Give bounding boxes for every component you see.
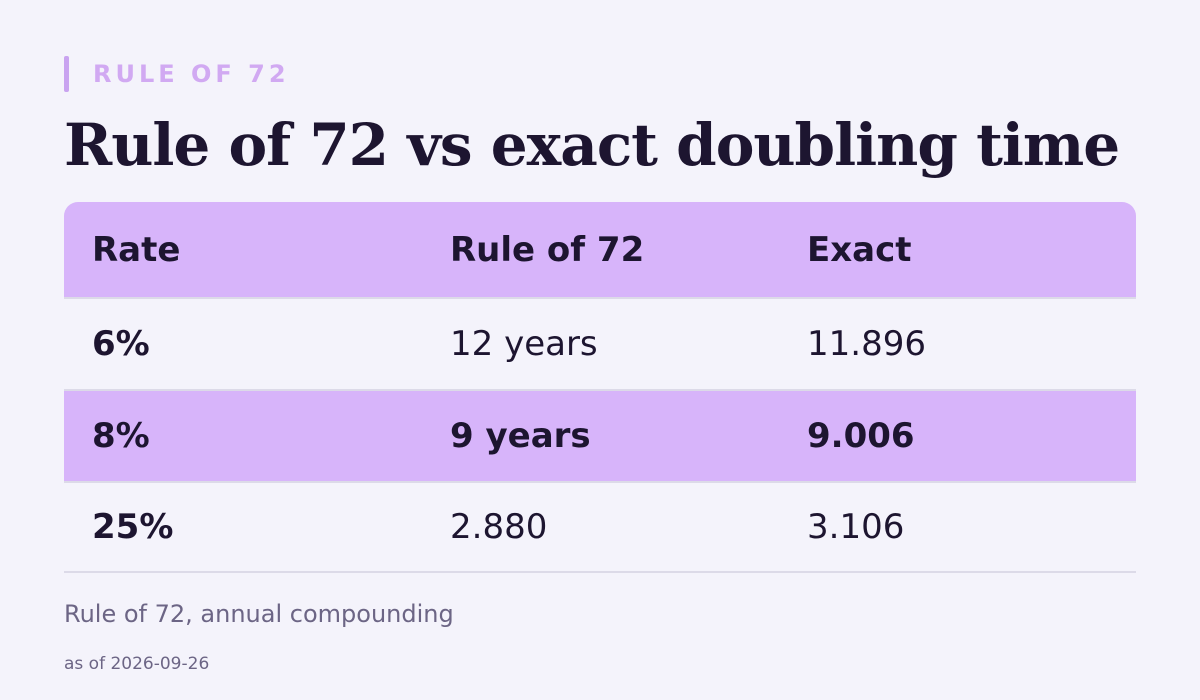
rule-of-72-cell: 2.880 — [450, 507, 548, 547]
table-header-row: Rate Rule of 72 Exact — [64, 202, 1136, 297]
column-header-rule-of-72: Rule of 72 — [450, 229, 645, 270]
rate-cell: 8% — [92, 416, 150, 456]
eyebrow: RULE OF 72 — [64, 56, 290, 92]
table-caption: Rule of 72, annual compounding — [64, 600, 454, 628]
eyebrow-accent-bar — [64, 56, 69, 92]
table-row: 6% 12 years 11.896 — [64, 297, 1136, 389]
table-row: 25% 2.880 3.106 — [64, 481, 1136, 573]
page-title: Rule of 72 vs exact doubling time — [64, 111, 1120, 179]
rule-of-72-cell: 12 years — [450, 324, 598, 364]
table-row-highlighted: 8% 9 years 9.006 — [64, 389, 1136, 481]
column-header-exact: Exact — [807, 229, 912, 270]
column-header-rate: Rate — [92, 229, 181, 270]
rate-cell: 6% — [92, 324, 150, 364]
as-of-date: as of 2026-09-26 — [64, 654, 210, 674]
exact-cell: 11.896 — [807, 324, 926, 364]
exact-cell: 9.006 — [807, 416, 915, 456]
comparison-table: Rate Rule of 72 Exact 6% 12 years 11.896… — [64, 202, 1136, 573]
eyebrow-label: RULE OF 72 — [93, 60, 290, 88]
rate-cell: 25% — [92, 507, 174, 547]
rule-of-72-cell: 9 years — [450, 416, 591, 456]
exact-cell: 3.106 — [807, 507, 905, 547]
